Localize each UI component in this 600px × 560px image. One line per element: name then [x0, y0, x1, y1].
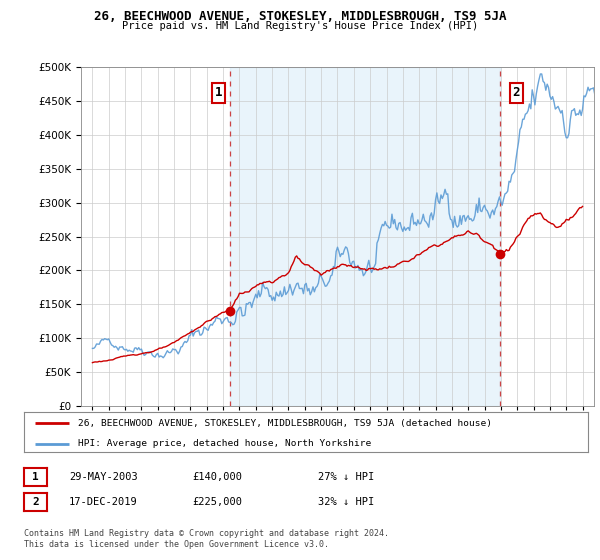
Text: £140,000: £140,000: [192, 472, 242, 482]
Text: 2: 2: [512, 86, 520, 100]
Text: 32% ↓ HPI: 32% ↓ HPI: [318, 497, 374, 507]
Text: 26, BEECHWOOD AVENUE, STOKESLEY, MIDDLESBROUGH, TS9 5JA (detached house): 26, BEECHWOOD AVENUE, STOKESLEY, MIDDLES…: [77, 418, 491, 427]
Text: 26, BEECHWOOD AVENUE, STOKESLEY, MIDDLESBROUGH, TS9 5JA: 26, BEECHWOOD AVENUE, STOKESLEY, MIDDLES…: [94, 10, 506, 23]
Text: 2: 2: [32, 497, 39, 507]
Text: Contains HM Land Registry data © Crown copyright and database right 2024.
This d: Contains HM Land Registry data © Crown c…: [24, 529, 389, 549]
Text: Price paid vs. HM Land Registry's House Price Index (HPI): Price paid vs. HM Land Registry's House …: [122, 21, 478, 31]
Text: 17-DEC-2019: 17-DEC-2019: [69, 497, 138, 507]
Text: £225,000: £225,000: [192, 497, 242, 507]
Bar: [230, 67, 500, 406]
Text: 1: 1: [215, 86, 222, 100]
Text: 27% ↓ HPI: 27% ↓ HPI: [318, 472, 374, 482]
Text: 1: 1: [32, 472, 39, 482]
Text: HPI: Average price, detached house, North Yorkshire: HPI: Average price, detached house, Nort…: [77, 439, 371, 448]
Text: 29-MAY-2003: 29-MAY-2003: [69, 472, 138, 482]
